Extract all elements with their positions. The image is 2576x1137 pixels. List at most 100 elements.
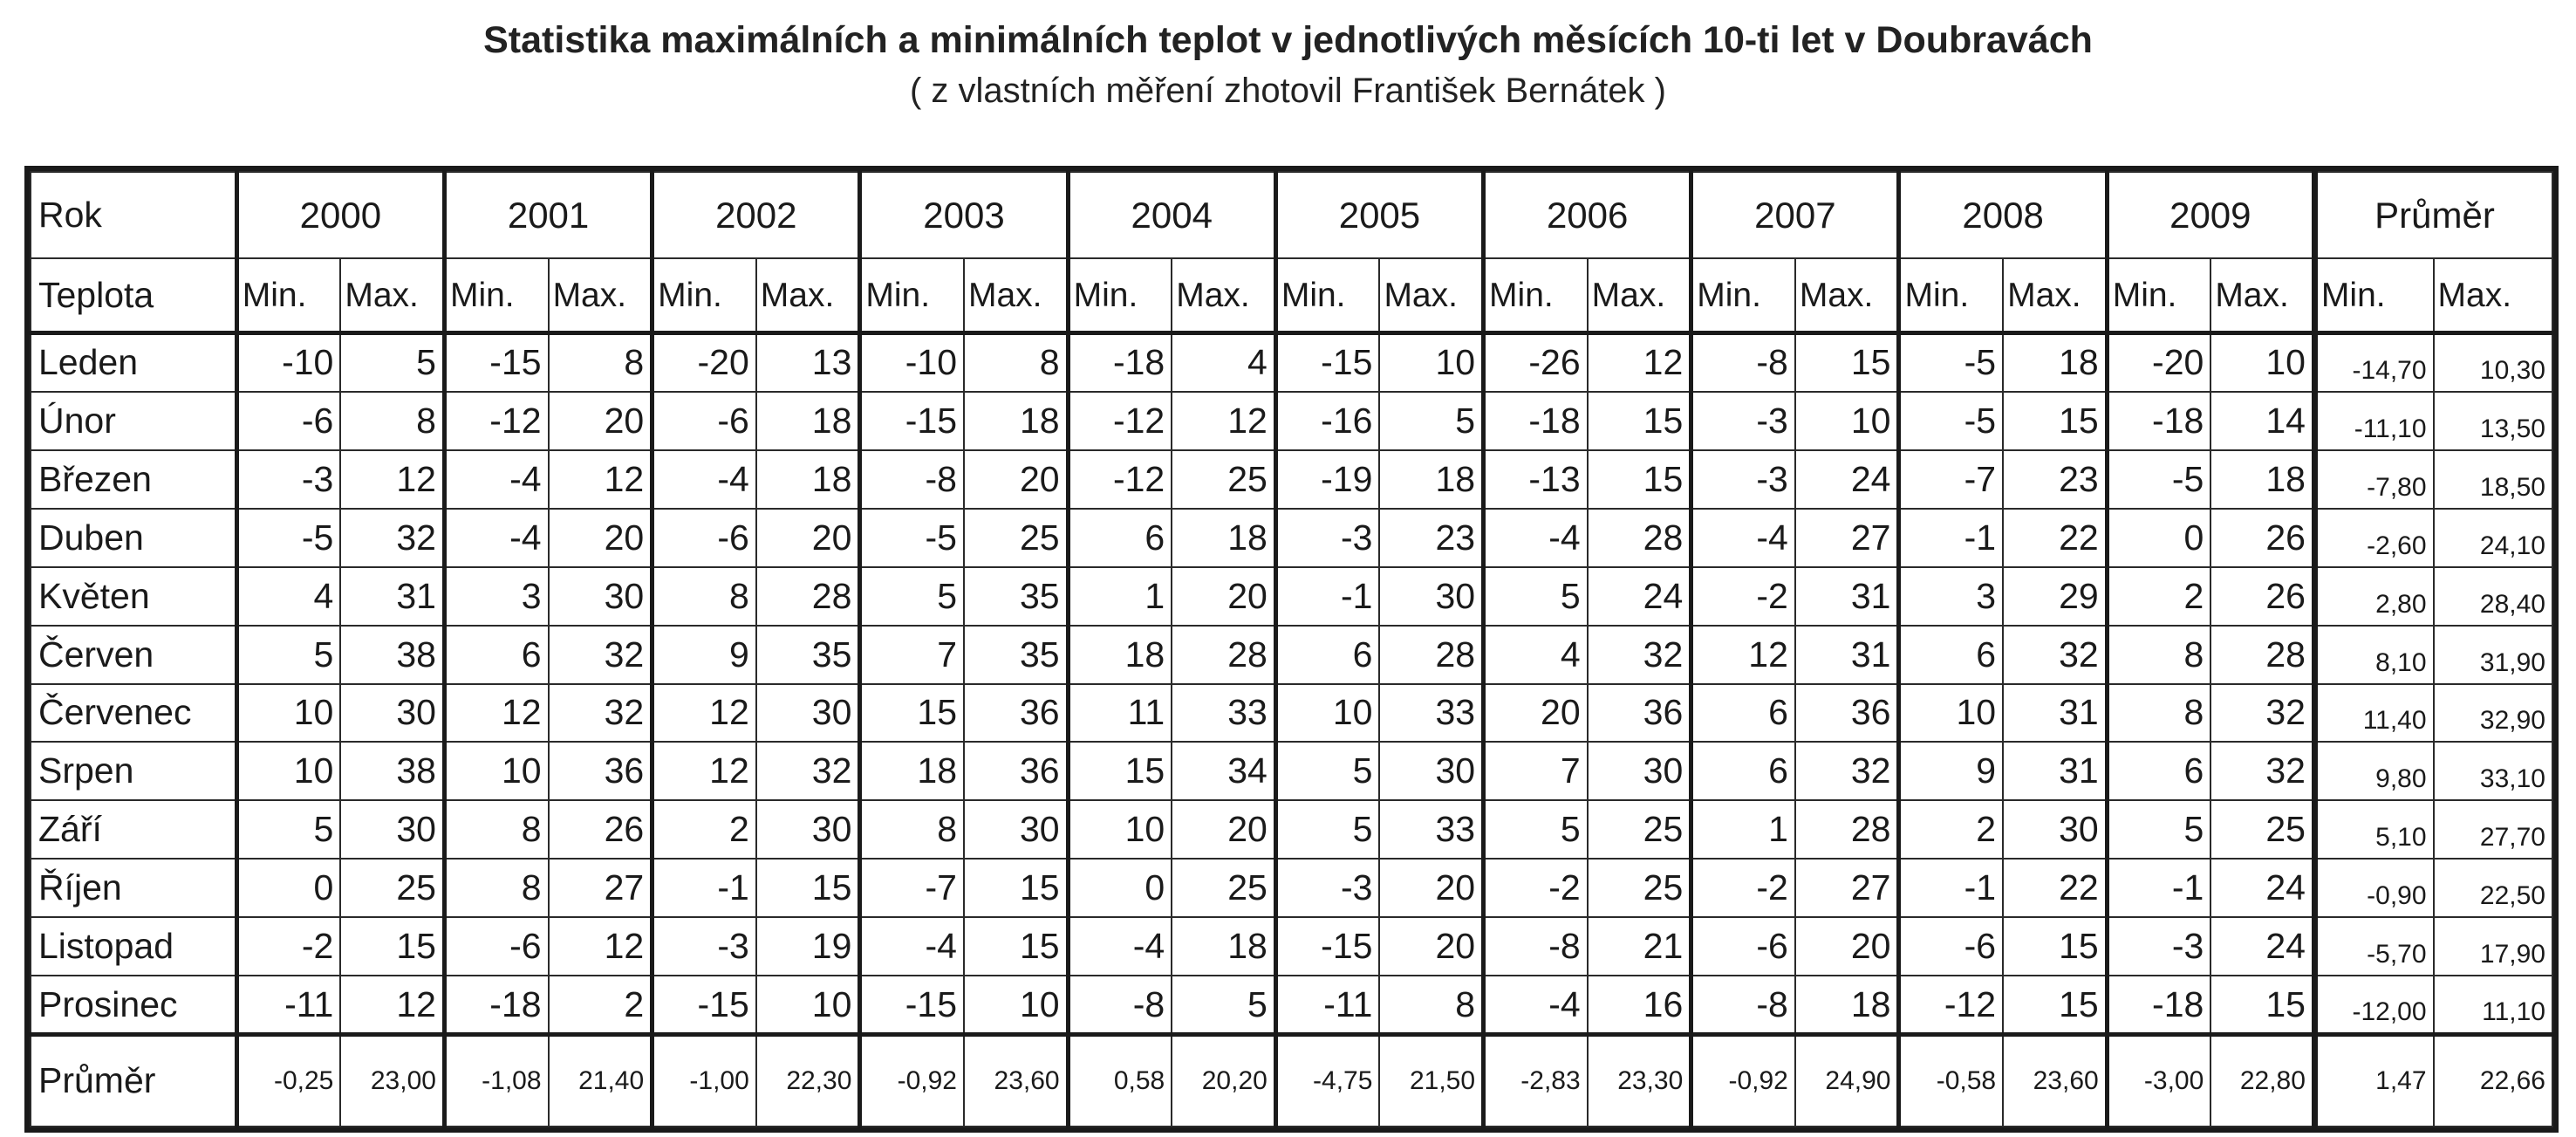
temperature-cell: 1 [1689, 799, 1796, 860]
temperature-cell: 25 [339, 858, 446, 919]
temperature-cell: 10 [234, 682, 342, 743]
avg-max-cell: 10,30 [2432, 332, 2554, 393]
temperature-cell: -6 [1689, 916, 1796, 977]
temperature-cell: 30 [339, 799, 446, 860]
month-label: Březen [29, 449, 239, 510]
temperature-cell: 8 [441, 858, 550, 919]
temperature-cell: -15 [650, 975, 757, 1036]
temperature-cell: 36 [1586, 682, 1692, 743]
temperature-cell: 8 [858, 799, 966, 860]
temperature-cell: 2 [1896, 799, 2005, 860]
temperature-cell: 32 [1794, 741, 1900, 802]
temperature-cell: 20 [1171, 565, 1277, 627]
temperature-cell: -15 [1273, 916, 1381, 977]
teplota-label: Teplota [29, 257, 239, 336]
avg-min-cell: 11,40 [2311, 682, 2435, 743]
temperature-cell: 5 [234, 624, 342, 685]
max-header: Max. [1378, 257, 1485, 336]
temperature-cell: 5 [858, 565, 966, 627]
table-row: Březen -3 12 -4 12 -4 18 -8 20 -12 25 -19 18 -13 15 -3 2… [29, 449, 2554, 510]
temperature-cell: 20 [962, 449, 1069, 510]
year-header: 2008 [1896, 170, 2108, 260]
temperature-cell: 12 [1586, 332, 1692, 393]
temperature-cell: 15 [962, 916, 1069, 977]
month-label: Listopad [29, 916, 239, 977]
temperature-cell: 15 [1586, 390, 1692, 451]
year-average-cell: 23,30 [1586, 1031, 1692, 1127]
temperature-cell: -1 [1896, 507, 2005, 568]
temperature-cell: 6 [1273, 624, 1381, 685]
avg-min-cell: -2,60 [2311, 507, 2435, 568]
temperature-cell: 0 [2104, 507, 2212, 568]
temperature-cell: 31 [2002, 682, 2108, 743]
temperature-cell: 26 [2210, 565, 2316, 627]
document-subtitle: ( z vlastních měření zhotovil František … [910, 72, 1666, 110]
temperature-cell: 33 [1171, 682, 1277, 743]
temperature-cell: 5 [339, 332, 446, 393]
temperature-cell: -15 [858, 975, 966, 1036]
temperature-cell: -20 [2104, 332, 2212, 393]
temperature-cell: 5 [1273, 799, 1381, 860]
year-header: 2009 [2104, 170, 2316, 260]
temperature-cell: -10 [234, 332, 342, 393]
avg-min-cell: -0,90 [2311, 858, 2435, 919]
temperature-cell: 12 [339, 975, 446, 1036]
temperature-cell: 25 [962, 507, 1069, 568]
temperature-cell: -6 [441, 916, 550, 977]
table-row: Červen 5 38 6 32 9 35 7 35 18 28 6 28 4 32 12 31 6 32 8 28 8,… [29, 624, 2554, 685]
temperature-cell: 18 [2002, 332, 2108, 393]
temperature-cell: 18 [1171, 916, 1277, 977]
year-average-cell: 21,50 [1378, 1031, 1485, 1127]
avg-min-cell: -5,70 [2311, 916, 2435, 977]
temperature-cell: 12 [650, 741, 757, 802]
temperature-cell: -13 [1481, 449, 1589, 510]
temperature-cell: 6 [1065, 507, 1173, 568]
min-header: Min. [1065, 257, 1173, 336]
year-average-cell: 0,58 [1065, 1031, 1173, 1127]
temperature-cell: 15 [1586, 449, 1692, 510]
temperature-cell: 38 [339, 741, 446, 802]
temperature-cell: 27 [1794, 858, 1900, 919]
temperature-cell: -3 [1273, 858, 1381, 919]
avg-min-cell: 9,80 [2311, 741, 2435, 802]
year-average-cell: 20,20 [1171, 1031, 1277, 1127]
temperature-cell: 8 [339, 390, 446, 451]
temperature-cell: 15 [1794, 332, 1900, 393]
temperature-cell: -12 [441, 390, 550, 451]
temperature-cell: 20 [1794, 916, 1900, 977]
temperature-cell: 5 [1481, 799, 1589, 860]
temperature-cell: 4 [1171, 332, 1277, 393]
header-row-years: Rok 2000 2001 2002 2003 2004 2005 2006 2007 2008 2… [29, 170, 2553, 260]
avg-max-cell: 11,10 [2432, 975, 2554, 1036]
temperature-cell: 5 [2104, 799, 2212, 860]
temperature-cell: -7 [1896, 449, 2005, 510]
year-header: 2005 [1273, 170, 1485, 260]
temperature-cell: 31 [1794, 565, 1900, 627]
min-header: Min. [234, 257, 342, 336]
temperature-cell: -4 [1481, 507, 1589, 568]
temperature-cell: 15 [962, 858, 1069, 919]
temperature-cell: 10 [441, 741, 550, 802]
year-average-cell: -3,00 [2104, 1031, 2212, 1127]
temperature-cell: 31 [1794, 624, 1900, 685]
temperature-cell: -4 [1481, 975, 1589, 1036]
temperature-cell: 30 [2002, 799, 2108, 860]
table-row: Červenec 10 30 12 32 12 30 15 36 11 33 10 33 20 36 6 36 1… [29, 682, 2554, 743]
month-label: Květen [29, 565, 239, 627]
temperature-cell: 24 [2210, 916, 2316, 977]
avg-max-cell: 13,50 [2432, 390, 2554, 451]
temperature-cell: 9 [1896, 741, 2005, 802]
temperature-cell: -6 [1896, 916, 2005, 977]
temperature-cell: -7 [858, 858, 966, 919]
month-label: Září [29, 799, 239, 860]
temperature-cell: -20 [650, 332, 757, 393]
temperature-cell: 5 [1378, 390, 1485, 451]
temperature-cell: 12 [547, 449, 653, 510]
temperature-cell: 10 [1378, 332, 1485, 393]
temperature-cell: -8 [1689, 975, 1796, 1036]
temperature-cell: 12 [441, 682, 550, 743]
temperature-cell: -26 [1481, 332, 1589, 393]
min-header: Min. [2104, 257, 2212, 336]
temperature-cell: 30 [755, 799, 861, 860]
temperature-cell: 2 [547, 975, 653, 1036]
